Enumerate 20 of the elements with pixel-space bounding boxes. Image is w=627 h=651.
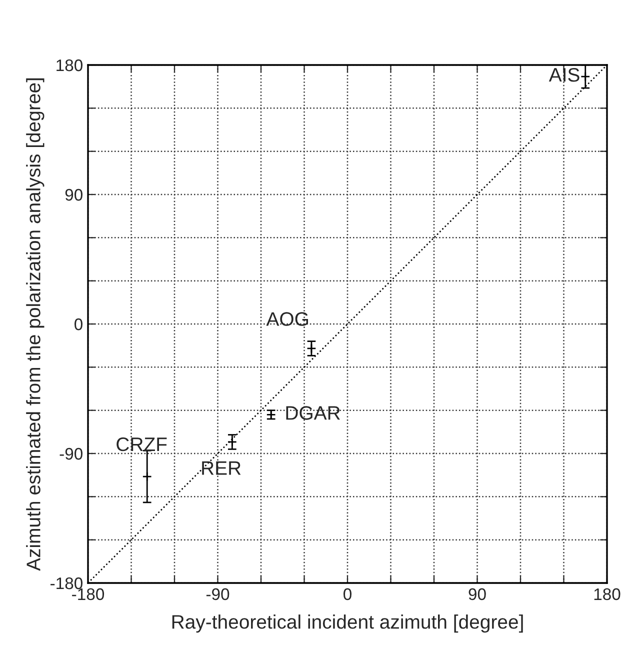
y-tick-label: 0 <box>74 318 82 330</box>
annotation: DGAR <box>286 406 340 420</box>
point <box>142 472 152 482</box>
annotation: AOG <box>266 312 308 326</box>
x-axis-title: Ray-theoretical incident azimuth [degree] <box>172 614 523 633</box>
point <box>227 437 238 447</box>
y-axis-title: Azimuth estimated from the polarization analysis [degree] <box>26 78 44 571</box>
point <box>306 344 316 354</box>
y-tick-label: 90 <box>65 188 82 201</box>
x-tick-label: 90 <box>468 588 486 600</box>
y-tick-label: -180 <box>50 577 82 590</box>
x-tick-label: 0 <box>344 588 352 600</box>
annotation: AIS <box>548 68 580 82</box>
x-tick-label: 180 <box>594 588 620 600</box>
annotation: CRZF <box>116 437 167 452</box>
point <box>580 72 590 82</box>
y-tick-label: 180 <box>56 59 82 72</box>
y-tick-label: -90 <box>60 448 82 460</box>
x-tick-label: -90 <box>206 588 230 600</box>
annotation: RER <box>202 461 241 475</box>
